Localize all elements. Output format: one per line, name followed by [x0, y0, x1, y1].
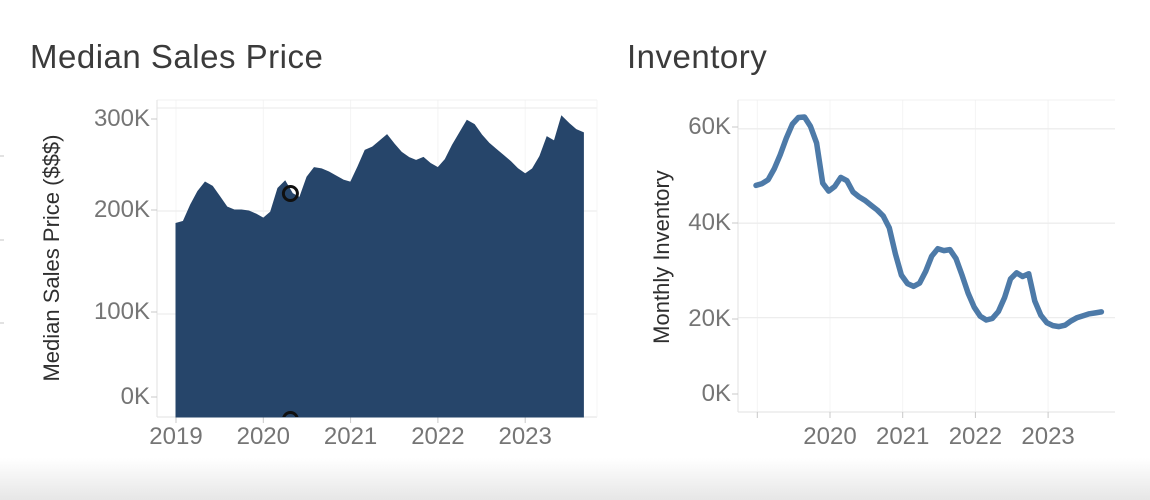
y-tick-label: 100K	[93, 298, 150, 325]
median-sales-price-area-mark[interactable]	[175, 115, 584, 418]
chart-title-median-sales-price: Median Sales Price	[30, 38, 324, 75]
x-tick-label: 2019	[149, 423, 203, 450]
x-tick-label: 2022	[948, 423, 1003, 450]
y-tick-label: 0K	[701, 380, 731, 407]
annotation-ring-marker[interactable]	[282, 411, 299, 427]
inventory-line-mark[interactable]	[753, 114, 1105, 330]
chart-title-inventory: Inventory	[627, 38, 768, 75]
y-tick-label: 40K	[688, 209, 731, 236]
x-tick-label: 2020	[803, 423, 857, 450]
y-tick-label: 300K	[93, 105, 150, 132]
x-tick-label: 2022	[411, 423, 465, 450]
y-tick-label: 200K	[93, 196, 150, 223]
annotation-ring-marker[interactable]	[281, 184, 299, 202]
x-tick-label: 2021	[875, 423, 930, 450]
y-tick-label: 20K	[688, 305, 731, 332]
x-tick-label: 2023	[498, 423, 552, 450]
chart-pane-median-sales-price[interactable]	[151, 99, 598, 427]
x-tick-label: 2023	[1021, 423, 1075, 450]
y-tick-label: 0K	[120, 383, 150, 410]
x-tick-label: 2021	[323, 423, 378, 450]
x-tick-label: 2020	[236, 423, 290, 450]
chart-pane-inventory[interactable]	[732, 99, 1115, 418]
y-tick-label: 60K	[688, 113, 731, 140]
